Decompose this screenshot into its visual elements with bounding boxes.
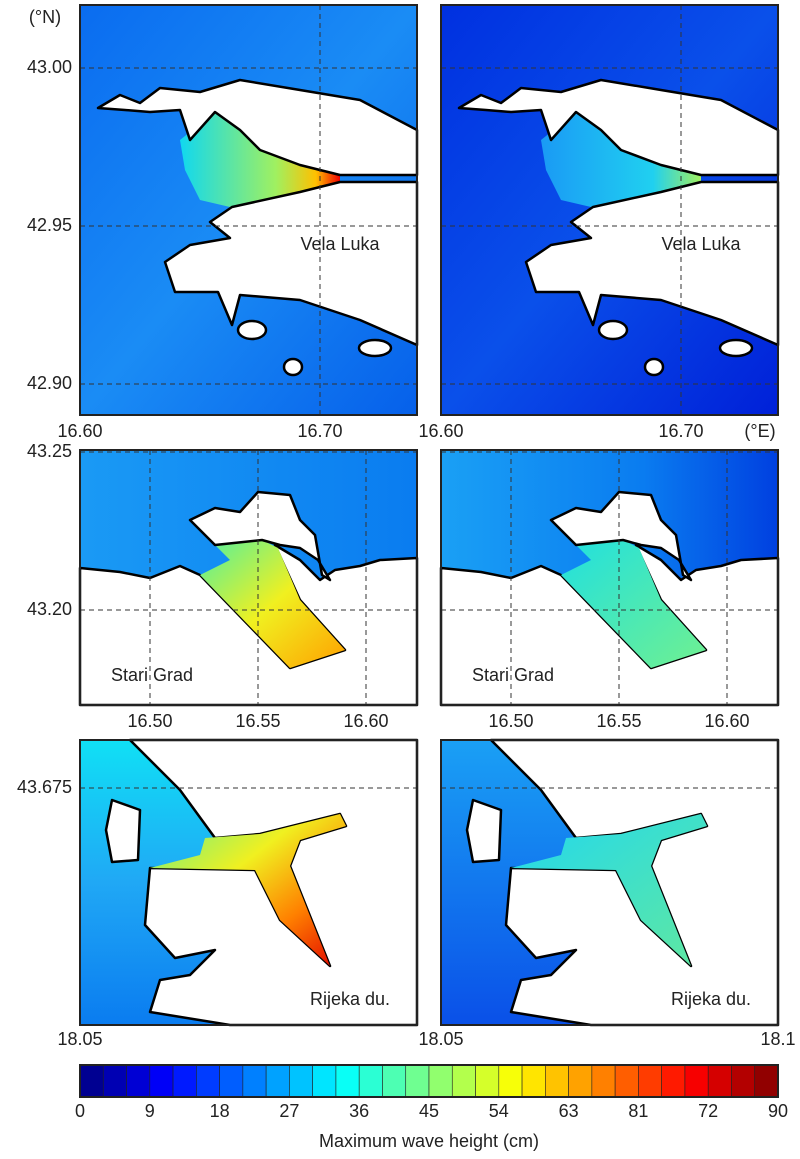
colorbar-swatch	[149, 1064, 174, 1098]
colorbar-swatch	[754, 1064, 779, 1098]
x-tick-label: 16.60	[343, 711, 388, 731]
colorbar-label: 90	[768, 1101, 788, 1121]
map-vela-luka	[80, 5, 419, 415]
colorbar-swatch	[242, 1064, 267, 1098]
y-tick-label: 42.95	[27, 215, 72, 235]
y-tick-label: 43.675	[17, 777, 72, 797]
place-label: Vela Luka	[661, 234, 741, 254]
x-tick-label: 16.50	[488, 711, 533, 731]
colorbar-swatch	[568, 1064, 593, 1098]
colorbar-label: 54	[489, 1101, 509, 1121]
colorbar-label: 36	[349, 1101, 369, 1121]
x-tick-label: 18.05	[57, 1029, 102, 1049]
colorbar-swatch	[661, 1064, 686, 1098]
colorbar-swatch	[731, 1064, 756, 1098]
lon-unit: (°E)	[744, 421, 775, 441]
colorbar-label: 9	[145, 1101, 155, 1121]
colorbar-swatch	[707, 1064, 732, 1098]
x-tick-label: 18.05	[418, 1029, 463, 1049]
map-rijeka	[80, 738, 419, 1027]
y-tick-label: 43.20	[27, 599, 72, 619]
x-tick-label: 16.60	[418, 421, 463, 441]
colorbar-swatch	[358, 1064, 383, 1098]
colorbar-swatch	[475, 1064, 500, 1098]
colorbar-swatch	[335, 1064, 360, 1098]
colorbar-swatch	[289, 1064, 313, 1098]
map-stari-grad	[78, 450, 419, 707]
colorbar-swatch	[102, 1064, 127, 1098]
colorbar-swatch	[591, 1064, 616, 1098]
colorbar-swatch	[428, 1064, 453, 1098]
map-stari-grad	[439, 450, 780, 707]
map-rijeka	[441, 738, 780, 1027]
lat-unit: (°N)	[29, 7, 61, 27]
place-label: Vela Luka	[300, 234, 380, 254]
x-tick-label: 18.1	[760, 1029, 795, 1049]
y-tick-label: 43.00	[27, 57, 72, 77]
x-tick-label: 16.60	[704, 711, 749, 731]
colorbar	[79, 1064, 779, 1098]
colorbar-label: 81	[628, 1101, 648, 1121]
colorbar-swatch	[684, 1064, 709, 1098]
colorbar-swatch	[79, 1064, 104, 1098]
x-tick-label: 16.60	[57, 421, 102, 441]
colorbar-swatch	[196, 1064, 220, 1098]
colorbar-swatch	[265, 1064, 290, 1098]
place-label: Stari Grad	[111, 665, 193, 685]
colorbar-swatch	[172, 1064, 197, 1098]
colorbar-label: 45	[419, 1101, 439, 1121]
y-tick-label: 42.90	[27, 373, 72, 393]
place-label: Rijeka du.	[310, 989, 390, 1009]
place-label: Rijeka du.	[671, 989, 751, 1009]
colorbar-swatch	[638, 1064, 662, 1098]
colorbar-label: 72	[698, 1101, 718, 1121]
x-tick-label: 16.55	[235, 711, 280, 731]
colorbar-label: 27	[279, 1101, 299, 1121]
place-label: Stari Grad	[472, 665, 554, 685]
panel-borders	[79, 4, 779, 1098]
colorbar-label: 63	[559, 1101, 579, 1121]
x-tick-label: 16.55	[596, 711, 641, 731]
colorbar-swatch	[219, 1064, 244, 1098]
colorbar-swatch	[614, 1064, 639, 1098]
colorbar-swatch	[521, 1064, 546, 1098]
colorbar-label: 0	[75, 1101, 85, 1121]
colorbar-label: 18	[210, 1101, 230, 1121]
x-tick-label: 16.70	[297, 421, 342, 441]
colorbar-swatch	[545, 1064, 569, 1098]
y-tick-label: 43.25	[27, 441, 72, 461]
colorbar-swatch	[498, 1064, 523, 1098]
map-vela-luka	[441, 5, 780, 415]
x-tick-label: 16.50	[127, 711, 172, 731]
maps	[78, 5, 780, 1027]
colorbar-swatch	[405, 1064, 430, 1098]
colorbar-swatch	[382, 1064, 407, 1098]
x-tick-label: 16.70	[658, 421, 703, 441]
colorbar-swatch	[451, 1064, 476, 1098]
colorbar-title: Maximum wave height (cm)	[319, 1131, 539, 1151]
colorbar-swatch	[126, 1064, 151, 1098]
colorbar-swatch	[312, 1064, 337, 1098]
